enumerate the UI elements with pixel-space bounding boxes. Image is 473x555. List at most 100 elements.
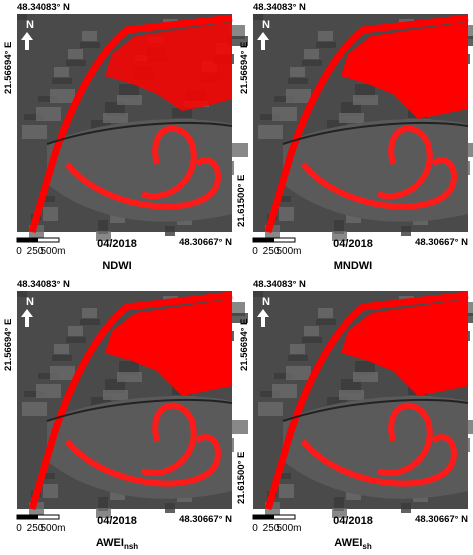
map-texture [117, 372, 142, 382]
map-texture [110, 213, 125, 223]
caption: AWEInsh [96, 537, 138, 550]
water-area [105, 22, 232, 111]
river [300, 157, 457, 210]
scale-label: 250 [27, 523, 44, 534]
map-texture [177, 496, 192, 502]
caption-sub: sh [362, 542, 371, 550]
map-texture [302, 60, 322, 66]
map-texture [172, 108, 192, 118]
map-texture [272, 107, 297, 121]
north-arrow [21, 32, 33, 50]
top-coordinate: 48.34083° N [17, 279, 70, 290]
map-texture [105, 102, 125, 116]
water-channel [264, 14, 469, 233]
water-area [105, 299, 232, 396]
north-arrow [257, 309, 269, 327]
map-texture [341, 102, 361, 116]
bottom-coordinate: 48.30667° N [179, 237, 232, 248]
map-texture [288, 355, 308, 361]
caption: AWEIsh [334, 537, 372, 550]
map-texture [66, 60, 86, 66]
left-coordinate: 21.56694° E [3, 319, 14, 371]
map-texture [117, 95, 142, 105]
map-texture [80, 319, 100, 325]
bottom-coordinate: 48.30667° N [415, 514, 468, 525]
scale-label: 250 [263, 246, 280, 257]
river [64, 434, 221, 487]
map-texture [302, 337, 322, 343]
scale-label: 250 [263, 523, 280, 534]
map-texture [339, 390, 364, 400]
map-texture [68, 49, 83, 59]
right-coordinate: 21.61500° E [236, 452, 247, 504]
oxbow [140, 402, 197, 477]
scale-label: 0 [16, 246, 22, 257]
north-label: N [262, 296, 270, 308]
road [282, 399, 469, 422]
map-texture [103, 390, 128, 400]
scale-label: 0 [252, 523, 258, 534]
north-label: N [26, 19, 34, 31]
caption-main: AWEI [334, 537, 362, 549]
map-texture [272, 384, 297, 398]
map-panel: N [17, 291, 248, 518]
map-texture [401, 226, 411, 236]
map-texture [281, 196, 291, 202]
map-texture [36, 384, 61, 398]
map-texture [413, 496, 428, 502]
caption-main: MNDWI [334, 260, 373, 272]
map-texture [52, 78, 72, 84]
top-coordinate: 48.34083° N [253, 279, 306, 290]
north-arrow [257, 32, 269, 50]
map-texture [346, 213, 361, 223]
scale-label: 500m [276, 523, 301, 534]
scale-label: 500m [40, 523, 65, 534]
bottom-coordinate: 48.30667° N [415, 237, 468, 248]
date: 04/2018 [333, 238, 373, 250]
caption: NDWI [102, 260, 131, 272]
map-texture [355, 84, 375, 98]
caption-sub: nsh [124, 542, 138, 550]
map-texture [253, 14, 263, 20]
map-texture [82, 308, 97, 318]
map-texture [288, 78, 308, 84]
right-coordinate: 21.61500° E [236, 175, 247, 227]
map-texture [52, 355, 72, 361]
map-texture [38, 96, 58, 102]
map-texture [230, 25, 245, 39]
map-texture [286, 89, 311, 103]
map-texture [43, 207, 58, 221]
map-texture [334, 497, 344, 511]
map-texture [353, 95, 378, 105]
map-texture [98, 220, 108, 234]
caption: MNDWI [334, 260, 373, 272]
map-texture [466, 302, 473, 316]
map-texture [119, 361, 139, 375]
map-texture [279, 207, 294, 221]
floodplain [47, 396, 232, 499]
oxbow [140, 125, 197, 200]
map-texture [334, 220, 344, 234]
date: 04/2018 [97, 238, 137, 250]
map-texture [43, 484, 58, 498]
map-texture [38, 373, 58, 379]
map-texture [341, 379, 361, 393]
water-channel [264, 291, 469, 510]
map-texture [464, 313, 473, 323]
map-texture [22, 402, 47, 416]
left-coordinate: 21.56694° E [239, 319, 250, 371]
map-texture [281, 473, 291, 479]
left-coordinate: 21.56694° E [3, 42, 14, 94]
map-texture [177, 219, 192, 225]
top-coordinate: 48.34083° N [17, 2, 70, 13]
oxbow [376, 125, 433, 200]
map-texture [45, 196, 55, 202]
map-texture [17, 14, 27, 20]
map-texture [105, 379, 125, 393]
map-texture [54, 67, 69, 77]
map-texture [274, 96, 294, 102]
map-texture [286, 366, 311, 380]
north-label: N [262, 19, 270, 31]
